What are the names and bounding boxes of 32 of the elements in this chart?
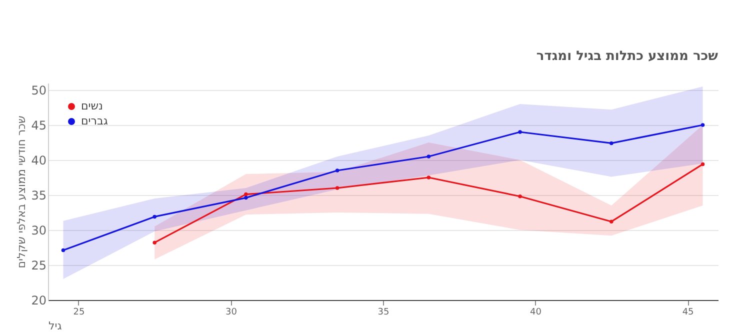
point	[610, 220, 614, 224]
y-tick-label: 20	[31, 294, 46, 308]
legend-label: נשים	[81, 100, 103, 112]
point	[518, 194, 522, 198]
point	[700, 162, 705, 166]
point	[152, 214, 156, 219]
point	[335, 168, 340, 172]
y-tick-label: 45	[31, 118, 46, 132]
point	[244, 196, 248, 200]
x-tick-label: 35	[378, 308, 390, 318]
point	[152, 240, 156, 244]
point	[426, 176, 431, 180]
point	[610, 141, 614, 146]
x-tick-label: 25	[73, 308, 85, 318]
point	[518, 130, 522, 134]
y-tick-label: 35	[31, 188, 46, 202]
point	[426, 154, 431, 158]
legend-label: גברים	[81, 114, 108, 128]
point	[244, 192, 248, 196]
point	[700, 123, 705, 127]
y-tick-label: 30	[31, 224, 46, 238]
y-tick-label: 25	[31, 258, 46, 272]
x-tick-label: 30	[226, 308, 238, 318]
chart-title: שכר ממוצע כתלות בגיל ומגדר	[536, 49, 718, 64]
x-axis-title: גיל	[48, 320, 62, 332]
point	[335, 186, 340, 190]
y-axis-title: שכר חודשי ממוצע באלפי שקלים	[15, 116, 28, 268]
x-tick-label: 40	[530, 308, 542, 318]
y-tick-label: 50	[31, 84, 46, 98]
x-tick-label: 45	[682, 308, 694, 318]
point	[61, 248, 66, 252]
y-tick-label: 40	[31, 154, 46, 168]
